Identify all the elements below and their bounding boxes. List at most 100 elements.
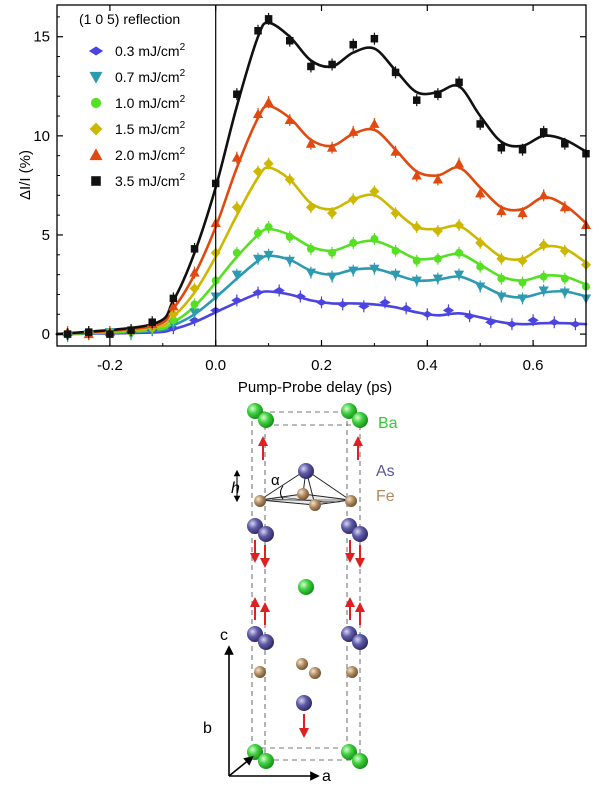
data-point <box>190 300 199 309</box>
data-point <box>370 234 379 243</box>
fit-curve-3-5 <box>55 21 588 336</box>
ba-atom <box>258 412 274 428</box>
data-point <box>475 282 486 292</box>
data-point <box>233 90 241 98</box>
legend-label-superscript: 2 <box>180 68 186 79</box>
data-point <box>561 140 569 148</box>
legend-marker <box>91 176 101 186</box>
data-point <box>539 272 548 281</box>
data-point <box>390 270 401 280</box>
data-point <box>497 143 506 152</box>
data-point <box>327 208 338 219</box>
legend-label: 0.7 mJ/cm2 <box>115 68 186 85</box>
data-point <box>476 120 484 128</box>
data-point <box>434 90 442 98</box>
data-point <box>305 268 317 278</box>
data-point <box>326 142 338 152</box>
data-point <box>169 294 178 303</box>
unit-cell-box <box>251 411 361 761</box>
data-point <box>252 166 264 177</box>
data-point <box>168 301 179 311</box>
data-point <box>411 276 422 286</box>
data-point <box>284 174 295 185</box>
data-point <box>475 237 486 248</box>
ba-atom <box>298 579 314 595</box>
data-point <box>518 278 527 287</box>
data-point <box>421 310 433 318</box>
x-tick-label: -0.2 <box>97 357 123 374</box>
data-point <box>370 34 379 43</box>
data-point <box>560 274 569 283</box>
c-axis-label: c <box>220 627 228 644</box>
legend-entry-1-0: 1.0 mJ/cm2 <box>90 94 186 111</box>
data-point <box>285 232 294 241</box>
displacement-arrows <box>250 436 365 738</box>
data-point <box>400 304 412 312</box>
legend-label: 3.5 mJ/cm2 <box>115 172 186 189</box>
data-point <box>189 267 200 277</box>
data-point <box>496 253 507 264</box>
height-label: h <box>231 480 240 497</box>
a-axis-label: a <box>322 768 331 785</box>
data-point <box>273 286 285 295</box>
fe-atom <box>309 667 321 679</box>
legend-entry-0-7: 0.7 mJ/cm2 <box>89 68 186 85</box>
data-point <box>538 190 549 200</box>
legend-label-superscript: 2 <box>180 146 186 157</box>
data-point <box>517 207 528 218</box>
data-point <box>148 318 156 326</box>
data-point <box>369 186 380 197</box>
axis-ticks: -0.2 0.0 0.2 0.4 0.6 0 5 10 15 <box>33 5 587 374</box>
data-point <box>433 254 442 263</box>
fe-atom <box>309 499 321 511</box>
data-point <box>455 248 464 257</box>
legend-entry-3-5: 3.5 mJ/cm2 <box>91 172 186 189</box>
data-point <box>315 298 328 306</box>
data-point <box>411 222 422 233</box>
data-point <box>432 274 443 284</box>
data-point <box>496 205 507 216</box>
data-point <box>231 296 243 304</box>
angle-label: α <box>271 472 280 489</box>
legend: 0.3 mJ/cm2 0.7 mJ/cm2 1.0 mJ/cm2 1.5 mJ/cm2… <box>88 42 186 189</box>
data-point <box>188 316 201 324</box>
x-axis-label: Pump-Probe delay (ps) <box>238 379 392 396</box>
data-point <box>127 326 135 334</box>
as-atom <box>298 463 314 479</box>
fe-atom <box>345 495 357 507</box>
data-point <box>455 78 463 87</box>
as-atom <box>341 518 357 534</box>
as-atom <box>247 626 263 642</box>
data-point <box>254 229 262 237</box>
legend-label-superscript: 2 <box>180 172 186 183</box>
data-point <box>379 298 391 306</box>
data-point <box>190 245 199 253</box>
series-points-0-7 <box>62 248 592 343</box>
data-point <box>231 152 242 162</box>
y-tick-label: 15 <box>33 29 50 46</box>
data-point <box>348 266 359 276</box>
data-point <box>517 255 528 266</box>
data-point <box>559 202 570 212</box>
x-tick-label: 0.6 <box>523 357 544 374</box>
data-point <box>232 248 241 257</box>
data-point <box>307 62 315 71</box>
data-point <box>390 208 401 219</box>
data-point <box>252 288 264 297</box>
data-point <box>263 158 274 169</box>
barium-atoms <box>247 403 368 769</box>
crystal-axes <box>224 645 320 781</box>
data-point <box>412 256 421 265</box>
as-atom <box>247 518 263 534</box>
data-point <box>286 36 294 45</box>
data-point <box>264 15 273 23</box>
fit-curve-0-3 <box>55 290 588 336</box>
legend-label-superscript: 2 <box>180 120 186 131</box>
data-point <box>252 254 264 264</box>
data-point <box>548 318 560 326</box>
data-point <box>497 274 506 283</box>
data-point <box>349 238 358 247</box>
legend-label: 2.0 mJ/cm2 <box>115 146 186 163</box>
ba-atom <box>341 744 357 760</box>
